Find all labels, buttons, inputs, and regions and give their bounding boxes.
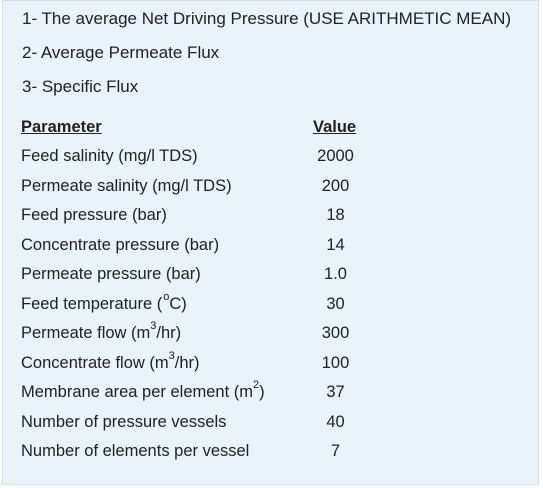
value-cell: 7	[330, 442, 341, 460]
table-row: Permeate flow (m3/hr) 300	[21, 316, 358, 346]
table-row: Permeate salinity (mg/l TDS) 200	[21, 168, 358, 198]
parameter-cell: Concentrate pressure (bar)	[21, 235, 220, 254]
value-cell: 18	[326, 206, 345, 224]
parameter-text: Permeate flow (m	[21, 324, 151, 342]
parameter-cell: Permeate pressure (bar)	[21, 265, 201, 283]
parameter-column-header: Parameter	[21, 117, 102, 136]
question-3: 3- Specific Flux	[22, 77, 139, 96]
exponent-superscript: 3	[150, 320, 157, 332]
parameter-text: )	[259, 383, 265, 401]
parameter-text: C)	[169, 294, 187, 313]
value-cell: 30	[326, 294, 345, 313]
parameter-cell: Permeate salinity (mg/l TDS)	[21, 176, 232, 195]
question-2: 2- Average Permeate Flux	[22, 43, 220, 62]
parameter-text: /hr)	[156, 324, 182, 342]
table-row: Concentrate pressure (bar) 14	[21, 227, 358, 257]
value-cell: 200	[321, 176, 350, 195]
table-row: Number of pressure vessels 40	[21, 404, 358, 434]
value-cell: 300	[321, 324, 350, 342]
exponent-superscript: 3	[168, 349, 175, 362]
table-row: Feed temperature (oC) 30	[21, 286, 358, 316]
parameter-cell: Feed temperature (oC)	[21, 286, 313, 316]
parameter-text: Concentrate flow (m	[21, 353, 169, 372]
parameter-cell: Feed salinity (mg/l TDS)	[21, 147, 198, 165]
table-row: Feed salinity (mg/l TDS) 2000	[21, 139, 358, 169]
value-cell: 37	[326, 383, 345, 401]
parameter-cell: Number of pressure vessels	[21, 412, 227, 431]
parameter-cell: Permeate flow (m3/hr)	[21, 316, 313, 346]
degree-superscript: o	[163, 290, 170, 303]
parameter-cell: Concentrate flow (m3/hr)	[21, 345, 313, 375]
table-row: Number of elements per vessel 7	[21, 434, 358, 464]
value-cell: 14	[326, 235, 345, 254]
parameter-text: Membrane area per element (m	[21, 383, 254, 401]
parameter-text: Feed temperature (	[21, 294, 163, 313]
value-cell: 40	[326, 412, 345, 431]
parameter-table: Parameter Value Feed salinity (mg/l TDS)…	[21, 109, 358, 463]
table-row: Permeate pressure (bar) 1.0	[21, 257, 358, 287]
table-row: Concentrate flow (m3/hr) 100	[21, 345, 358, 375]
value-cell: 100	[321, 353, 350, 372]
parameter-cell: Number of elements per vessel	[21, 442, 250, 460]
parameter-text: /hr)	[174, 353, 200, 372]
value-cell: 2000	[317, 147, 354, 165]
question-1: 1- The average Net Driving Pressure (USE…	[22, 9, 512, 28]
value-column-header: Value	[313, 117, 357, 136]
value-cell: 1.0	[324, 265, 347, 283]
table-header-row: Parameter Value	[21, 109, 358, 139]
parameter-cell: Feed pressure (bar)	[21, 206, 167, 224]
table-row: Membrane area per element (m2) 37	[21, 375, 358, 405]
exponent-superscript: 2	[253, 379, 260, 391]
table-row: Feed pressure (bar) 18	[21, 198, 358, 228]
parameter-cell: Membrane area per element (m2)	[21, 375, 313, 405]
